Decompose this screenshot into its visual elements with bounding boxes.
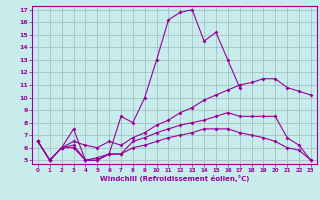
X-axis label: Windchill (Refroidissement éolien,°C): Windchill (Refroidissement éolien,°C) bbox=[100, 175, 249, 182]
